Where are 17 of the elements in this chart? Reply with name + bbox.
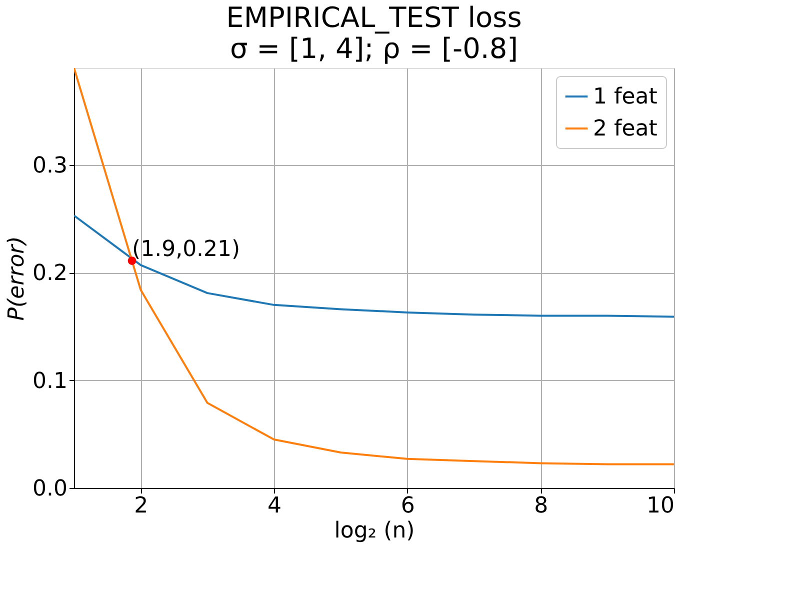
line-series xyxy=(74,214,674,318)
y-tick-label: 0.0 xyxy=(32,476,68,502)
y-axis-title: P(error) xyxy=(4,236,30,321)
legend-label: 1 feat xyxy=(593,84,658,110)
x-tick-label: 10 xyxy=(646,494,674,518)
chart-title: EMPIRICAL_TEST loss xyxy=(226,1,522,34)
line-series xyxy=(74,68,674,466)
x-tick-label: 4 xyxy=(268,494,282,518)
y-tick-label: 0.3 xyxy=(32,153,68,178)
y-tick-label: 0.2 xyxy=(32,261,68,286)
x-tick-label: 2 xyxy=(134,494,148,518)
legend-label: 2 feat xyxy=(593,116,658,142)
annotation: (1.9,0.21) xyxy=(132,236,240,262)
x-tick-label: 8 xyxy=(534,494,548,518)
y-tick-label: 0.1 xyxy=(32,368,68,394)
x-axis-title: log₂ (n) xyxy=(334,518,415,544)
x-tick-label: 6 xyxy=(400,494,415,518)
